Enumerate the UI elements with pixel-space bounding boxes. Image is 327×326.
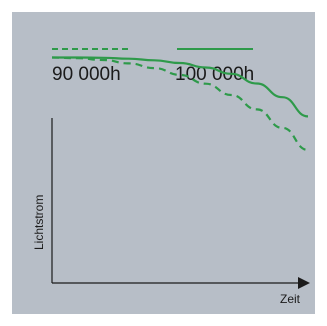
series-line-1: [51, 56, 309, 152]
y-axis-label: Lichtstrom: [32, 194, 46, 250]
legend-swatch-solid: [177, 48, 253, 50]
x-axis-label: Zeit: [280, 292, 301, 306]
legend-swatch-dashed: [52, 48, 128, 50]
series-line-2: [51, 56, 309, 118]
series-layer: [51, 56, 309, 152]
legend-label-series-1: 90 000h: [52, 64, 121, 85]
chart-background: [12, 12, 315, 314]
x-axis-arrow-icon: [298, 277, 310, 289]
